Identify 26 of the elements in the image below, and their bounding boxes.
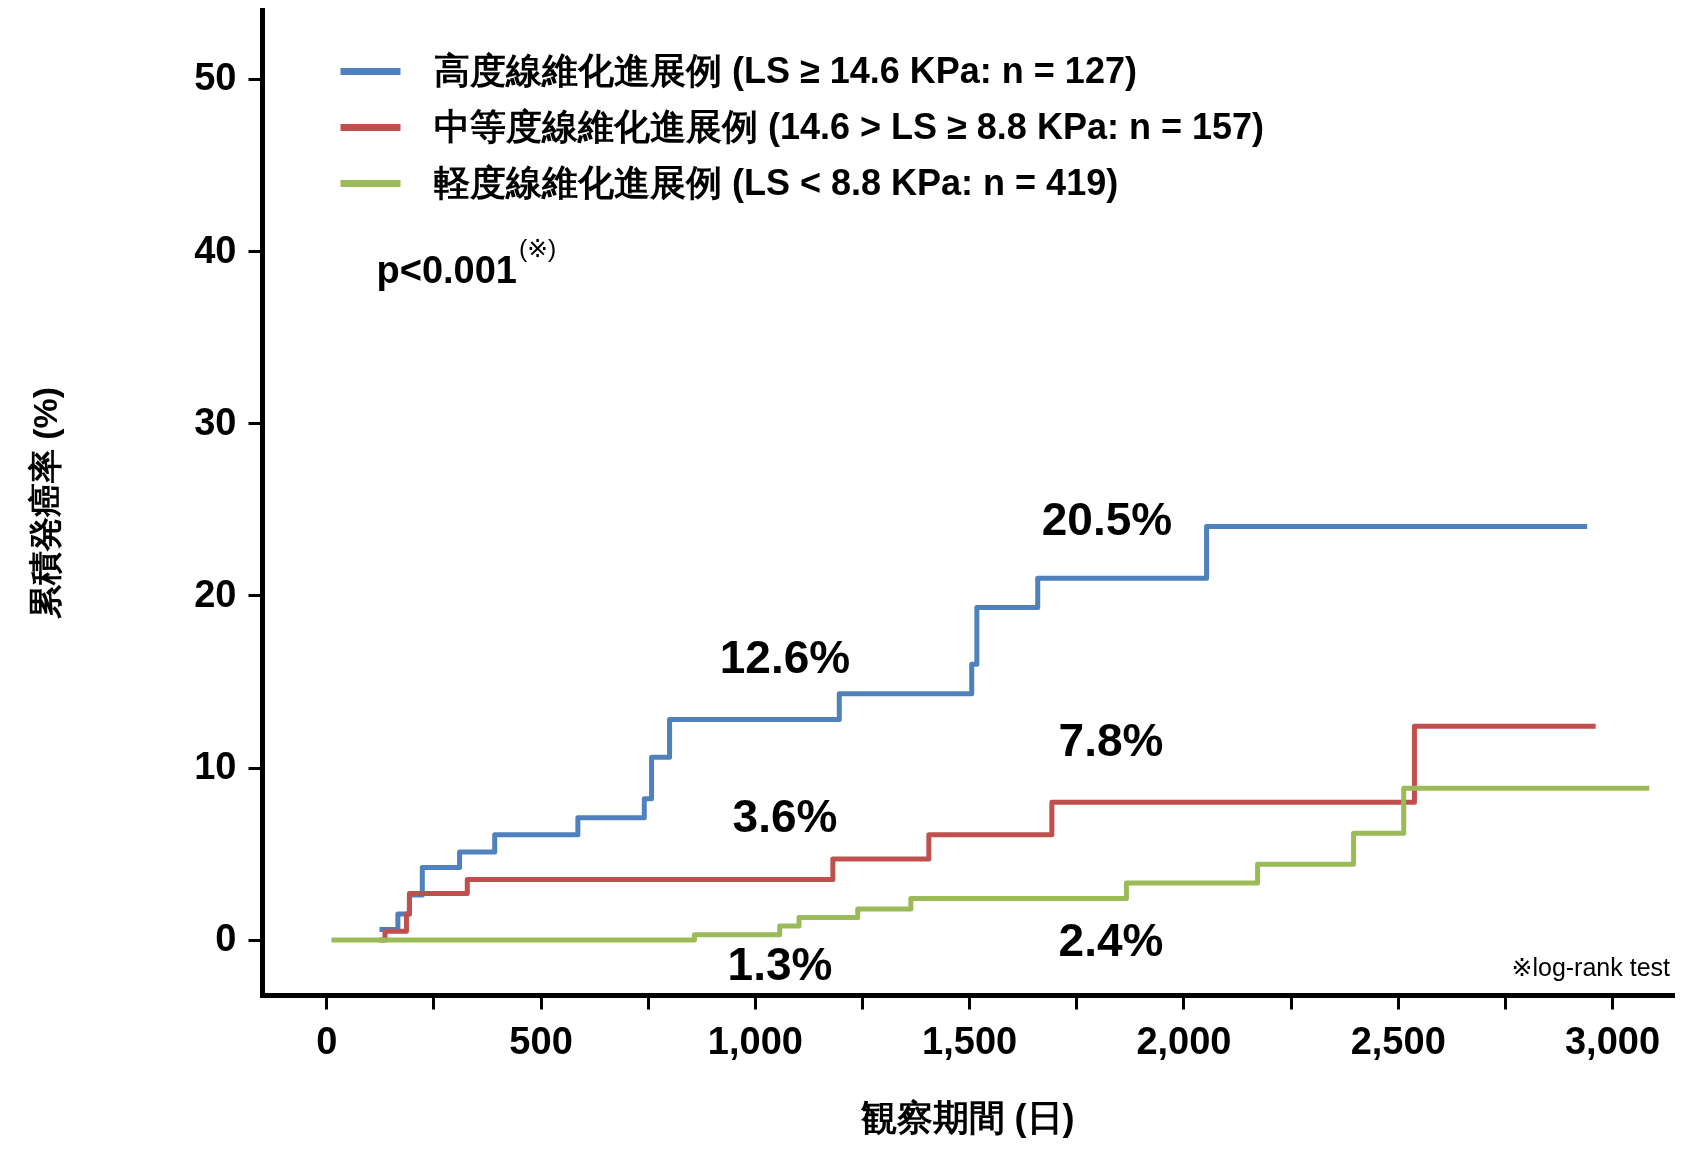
annotation: 3.6%: [732, 790, 838, 842]
y-tick-label: 0: [215, 917, 237, 960]
y-tick-label: 10: [194, 745, 237, 788]
annotation: p<0.001(※): [376, 235, 557, 291]
x-tick-label: 3,000: [1564, 1019, 1661, 1062]
x-axis-title: 観察期間 (日): [859, 1096, 1075, 1138]
x-tick-label: 0: [316, 1019, 338, 1062]
y-tick-label: 50: [194, 56, 237, 99]
annotation: 7.8%: [1058, 714, 1164, 766]
y-tick-label: 40: [194, 228, 237, 271]
annotation: 2.4%: [1058, 914, 1164, 966]
x-tick-label: 1,000: [707, 1019, 803, 1062]
legend-label: 高度線維化進展例 (LS ≥ 14.6 KPa: n = 127): [434, 49, 1137, 91]
y-tick-label: 20: [194, 572, 237, 615]
x-tick-label: 1,500: [922, 1019, 1018, 1062]
annotation: 1.3%: [727, 938, 833, 990]
legend-label: 軽度線維化進展例 (LS < 8.8 KPa: n = 419): [434, 161, 1119, 203]
annotation: 12.6%: [719, 631, 851, 683]
y-tick-label: 30: [194, 400, 237, 443]
x-tick-label: 2,000: [1136, 1019, 1232, 1062]
annotation: 20.5%: [1041, 493, 1173, 545]
legend-label: 中等度線維化進展例 (14.6 > LS ≥ 8.8 KPa: n = 157): [434, 105, 1264, 147]
y-axis-title: 累積発癌率 (%): [26, 386, 65, 620]
annotation: ※log-rank test: [1511, 953, 1671, 981]
x-tick-label: 500: [509, 1019, 573, 1062]
x-tick-label: 2,500: [1350, 1019, 1446, 1062]
